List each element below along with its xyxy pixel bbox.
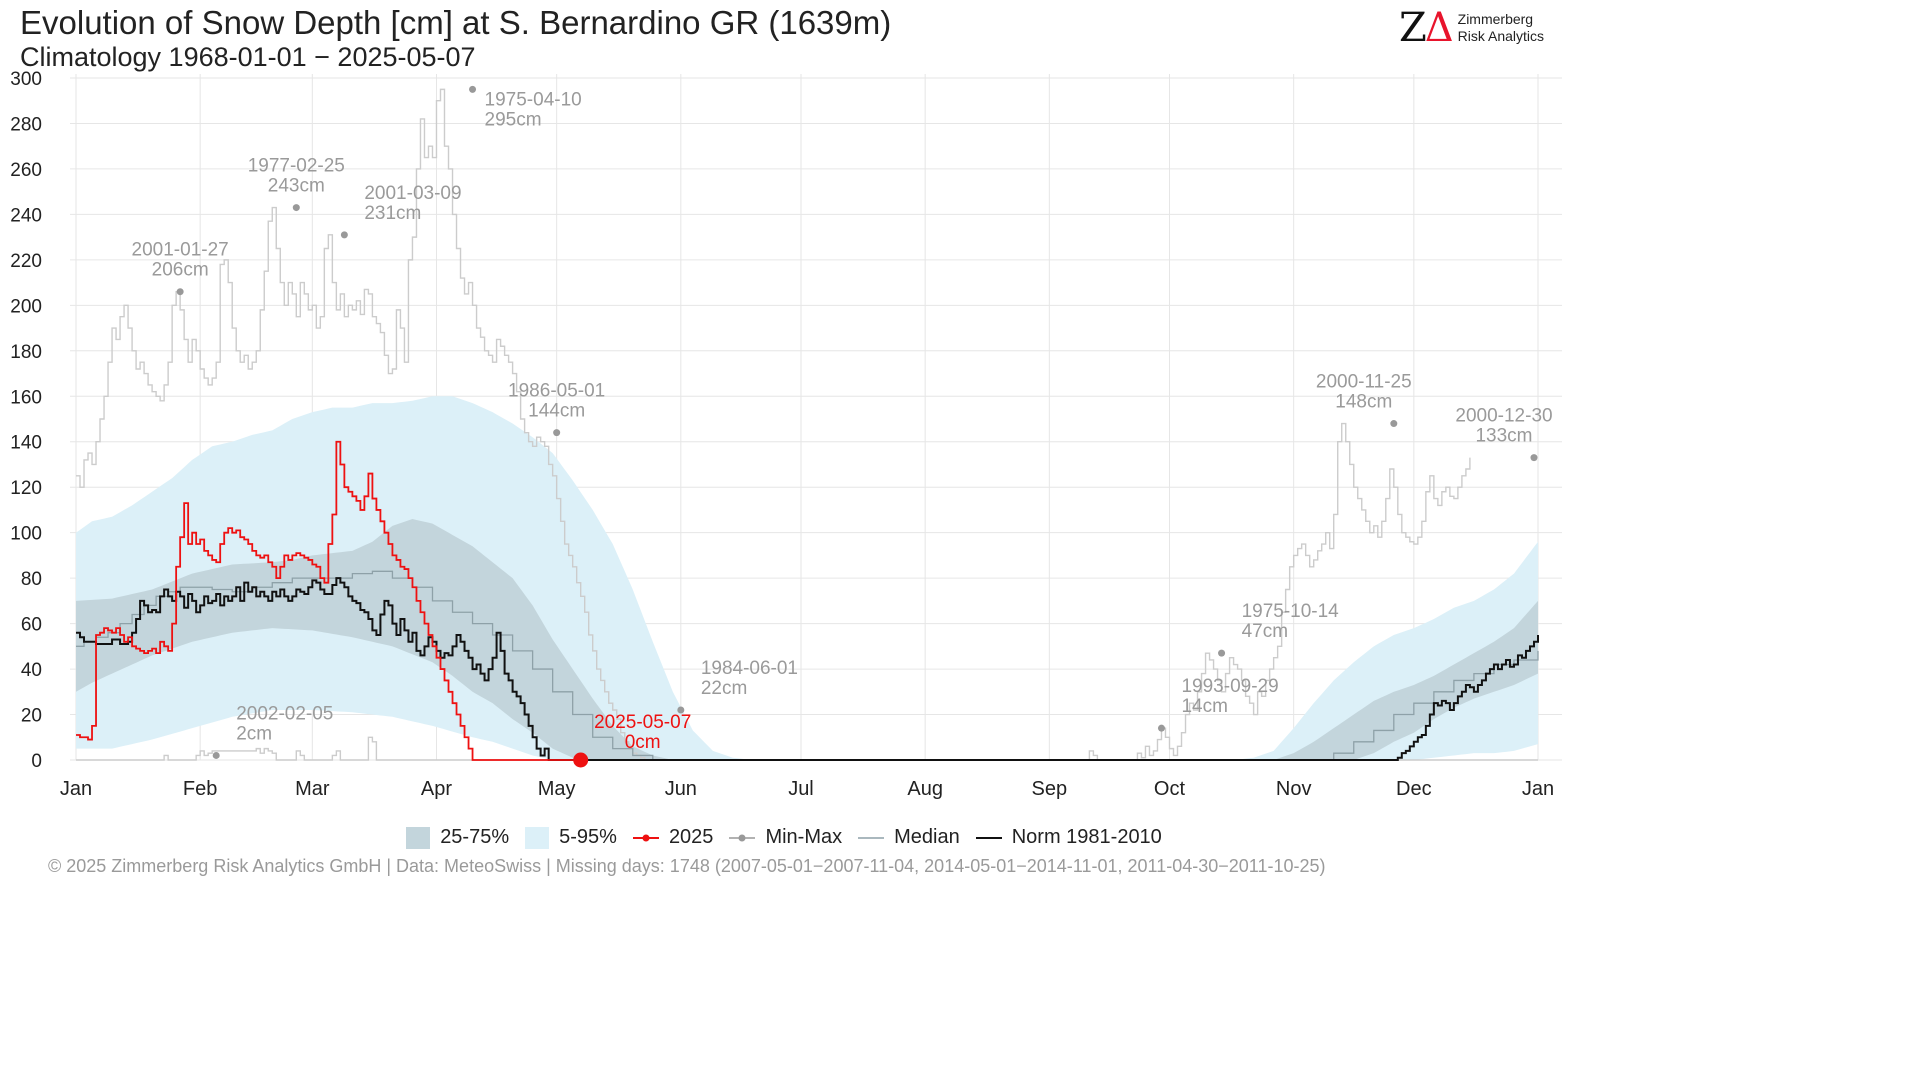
x-tick-label: Feb [183,778,217,800]
legend-label-2025: 2025 [668,826,714,848]
legend-item-2025: 2025 [632,826,714,849]
x-tick-label: Nov [1276,778,1312,800]
x-tick-label: Jul [788,778,814,800]
annotation-value: 243cm [268,176,325,197]
y-tick-label: 300 [10,69,42,90]
annotation-value: 144cm [528,401,585,422]
y-tick-label: 100 [10,524,42,545]
annotation-value: 133cm [1475,426,1532,447]
series-2025 [76,440,581,761]
annotation-point [1157,724,1165,732]
y-tick-label: 280 [10,114,42,135]
annotation-point [176,288,184,296]
legend-label-25-75: 25-75% [440,826,510,848]
annotation-value: 2cm [236,723,272,744]
x-tick-label: Apr [421,778,452,800]
logo-line-1: Zimmerberg [1457,11,1534,27]
series-norm-1981-2010 [76,577,1539,761]
legend-item-norm: Norm 1981-2010 [975,826,1162,849]
page-subtitle: Climatology 1968-01-01 − 2025-05-07 [20,42,476,72]
annotation-date: 1975-10-14 [1242,601,1340,622]
legend-key-minmax [729,834,756,841]
x-tick-label: Aug [907,778,943,800]
logo-text: Zimmerberg Risk Analytics [1458,11,1544,45]
y-tick-label: 180 [10,342,42,363]
y-tick-label: 160 [10,387,42,408]
y-tick-label: 80 [21,569,42,590]
y-tick-label: 0 [31,751,42,772]
annotation-point [1218,649,1226,657]
x-tick-label: Mar [295,778,330,800]
annotation-point [212,751,220,759]
annotation-date: 2001-01-27 [132,240,229,261]
legend-label-minmax: Min-Max [765,826,843,848]
current-point [573,752,589,768]
series-min-max [76,88,1471,761]
legend-key-25-75 [406,826,431,849]
y-tick-label: 40 [21,660,42,681]
current-point-date: 2025-05-07 [594,712,691,733]
y-tick-label: 20 [21,706,42,727]
legend-item-minmax: Min-Max [729,826,842,849]
annotation-date: 2001-03-09 [364,183,461,204]
legend-key-2025 [632,834,659,841]
annotation-date: 1993-09-29 [1181,676,1278,697]
x-tick-label: May [538,778,576,800]
x-tick-label: Dec [1396,778,1432,800]
y-tick-label: 200 [10,296,42,317]
annotation-value: 206cm [152,260,209,281]
annotation-point [469,85,477,93]
legend-item-median: Median [858,826,960,849]
y-tick-label: 60 [21,615,42,636]
annotation-point [677,706,685,714]
chart-legend: 25-75% 5-95% 2025 Min-Max Median Norm 19… [0,826,1568,849]
y-tick-label: 260 [10,160,42,181]
annotation-value: 14cm [1181,696,1227,717]
legend-label-median: Median [894,826,960,848]
y-tick-label: 120 [10,478,42,499]
page-title: Evolution of Snow Depth [cm] at S. Berna… [20,4,892,41]
logo-line-2: Risk Analytics [1457,28,1544,44]
annotation-date: 1977-02-25 [248,156,345,177]
annotation-point [292,204,300,212]
annotation-value: 22cm [701,678,747,699]
annotation-date: 2002-02-05 [236,703,333,724]
y-tick-label: 220 [10,251,42,272]
annotation-point [340,231,348,239]
annotation-value: 231cm [364,203,421,224]
annotation-date: 1984-06-01 [701,658,798,679]
annotation-value: 295cm [485,109,542,130]
legend-key-norm [975,836,1002,839]
annotation-value: 47cm [1242,621,1288,642]
footer-credits: © 2025 Zimmerberg Risk Analytics GmbH | … [48,856,1326,876]
annotation-date: 2000-12-30 [1455,406,1552,427]
legend-key-median [858,836,885,839]
legend-key-5-95 [525,826,550,849]
annotation-date: 1986-05-01 [508,381,605,402]
annotation-point [1530,454,1538,462]
current-point-value: 0cm [625,732,661,753]
x-tick-label: Oct [1154,778,1186,800]
y-tick-label: 240 [10,205,42,226]
x-tick-label: Jun [665,778,697,800]
x-tick-label: Jan [60,778,92,800]
legend-label-5-95: 5-95% [559,826,617,848]
band-25-75 [76,519,1538,760]
annotation-point [553,429,561,437]
snow-depth-chart: 0 20 40 60 80 100 120 140 160 180 200 220 240 260 280 3… [10,69,1562,800]
y-tick-label: 140 [10,433,42,454]
logo-mark: ZΔ [1398,5,1454,51]
legend-item-25-75: 25-75% [406,826,509,849]
annotation-value: 148cm [1335,392,1392,413]
x-tick-label: Jan [1522,778,1554,800]
series-min-max-min [76,736,1538,761]
annotation-date: 2000-11-25 [1316,372,1412,393]
company-logo: ZΔ Zimmerberg Risk Analytics [1399,8,1544,48]
x-tick-label: Sep [1032,778,1068,800]
annotation-date: 1975-04-10 [485,89,582,110]
legend-item-5-95: 5-95% [525,826,617,849]
legend-label-norm: Norm 1981-2010 [1011,826,1162,848]
annotation-point [1390,420,1398,428]
